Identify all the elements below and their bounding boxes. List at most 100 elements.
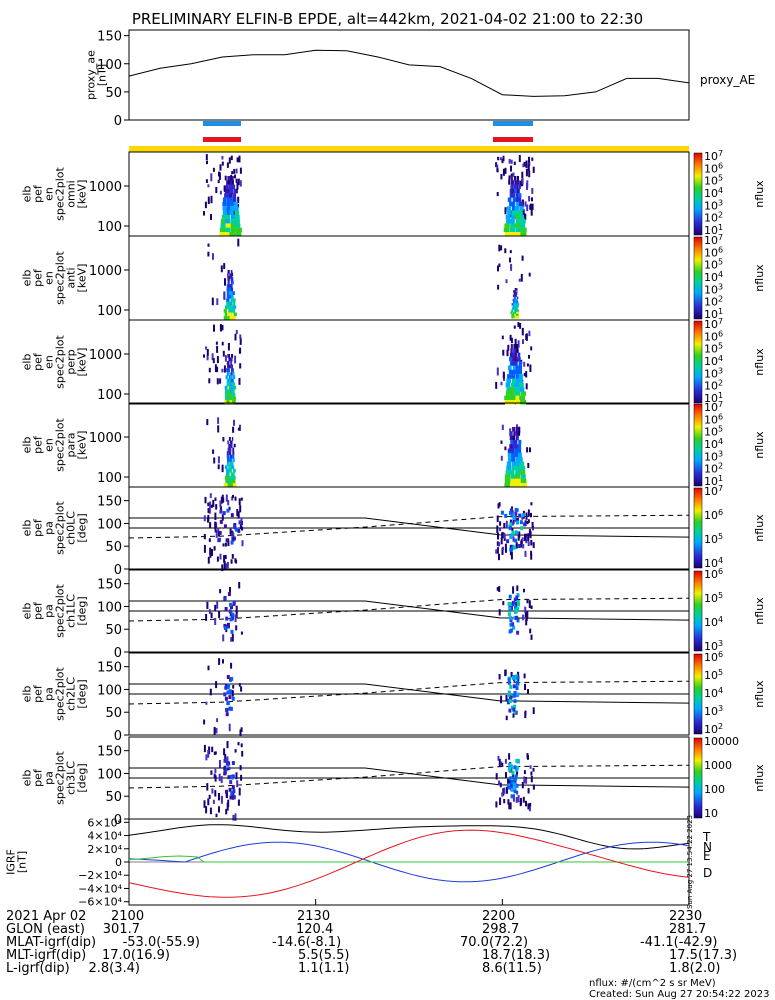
energy-plume bbox=[510, 223, 516, 228]
pitch-speckle bbox=[528, 600, 531, 609]
energy-speckle bbox=[528, 170, 531, 178]
pitch-speckle bbox=[203, 544, 206, 553]
energy-plume bbox=[231, 280, 234, 285]
energy-speckle bbox=[219, 190, 222, 195]
pitch-speckle bbox=[502, 788, 505, 796]
pitch-blob bbox=[224, 685, 228, 690]
energy-plume bbox=[222, 201, 227, 207]
pitch-speckle bbox=[210, 770, 213, 775]
pitch-blob bbox=[510, 783, 514, 788]
energy-plume bbox=[518, 369, 522, 375]
pitch-losscone-line bbox=[129, 600, 690, 621]
energy-plume bbox=[231, 357, 233, 362]
pitch-speckle bbox=[232, 685, 235, 689]
energy-plume bbox=[512, 444, 516, 449]
mlat-value: -41.1(-42.9) bbox=[640, 935, 718, 950]
energy-plume bbox=[229, 400, 233, 404]
energy-plume bbox=[517, 356, 521, 362]
pitch-ylabel-line: ch2LC bbox=[65, 677, 78, 711]
pitch-speckle bbox=[214, 775, 217, 782]
energy-plume bbox=[513, 300, 515, 304]
energy-speckle bbox=[221, 464, 224, 473]
pitch-blob bbox=[508, 526, 512, 531]
energy-ylabel-line: [keV] bbox=[76, 180, 89, 209]
energy-plume bbox=[229, 273, 231, 278]
energy-speckle bbox=[510, 173, 513, 177]
energy-plume bbox=[229, 440, 232, 445]
energy-plume bbox=[515, 201, 520, 207]
pitch-speckle bbox=[523, 776, 526, 784]
energy-plume bbox=[226, 291, 230, 295]
pitch-blob bbox=[226, 690, 230, 695]
energy-plume bbox=[230, 201, 235, 207]
pitch-speckle bbox=[516, 770, 519, 774]
energy-speckle bbox=[524, 201, 527, 207]
pitch-speckle bbox=[235, 772, 238, 780]
pitch-speckle bbox=[505, 772, 507, 778]
energy-plume bbox=[228, 357, 230, 362]
energy-speckle bbox=[529, 447, 531, 453]
pitch-speckle bbox=[235, 625, 238, 631]
energy-speckle bbox=[510, 337, 513, 344]
energy-plume bbox=[520, 219, 526, 224]
pitch-speckle bbox=[238, 582, 241, 589]
pitch-speckle bbox=[241, 750, 244, 757]
pitch-blob bbox=[510, 606, 513, 611]
pitch-speckle bbox=[498, 609, 501, 616]
pitch-ylabel-line: elb bbox=[21, 770, 34, 787]
energy-plume bbox=[513, 303, 516, 306]
pitch-blob bbox=[509, 695, 513, 700]
pitch-speckle bbox=[512, 713, 515, 718]
pitch-speckle bbox=[522, 543, 525, 549]
energy-speckle bbox=[513, 161, 516, 165]
energy-colorbar-label: 103 bbox=[704, 282, 723, 296]
pitch-speckle bbox=[238, 787, 241, 796]
pitch-speckle bbox=[522, 614, 525, 621]
pitch-speckle bbox=[230, 637, 233, 642]
energy-plume bbox=[223, 483, 228, 487]
pitch-blob bbox=[230, 791, 234, 795]
energy-plume bbox=[224, 400, 228, 404]
energy-plume bbox=[226, 180, 229, 185]
pitch-speckle bbox=[229, 587, 231, 594]
pitch-blob bbox=[219, 519, 223, 524]
energy-plume bbox=[509, 201, 513, 207]
energy-ylabel-line: en bbox=[43, 355, 56, 369]
energy-speckle bbox=[235, 188, 238, 194]
pitch-speckle bbox=[505, 695, 508, 702]
energy-plume bbox=[224, 232, 231, 237]
energy-speckle bbox=[520, 273, 523, 282]
pitch-speckle bbox=[521, 537, 524, 542]
pitch-blob bbox=[512, 625, 516, 630]
pitch-speckle bbox=[498, 542, 501, 547]
pitch-speckle bbox=[205, 701, 208, 705]
pitch-speckle bbox=[231, 633, 234, 642]
energy-speckle bbox=[512, 172, 515, 177]
energy-plume bbox=[511, 448, 515, 453]
energy-plume bbox=[228, 368, 230, 372]
energy-plume bbox=[509, 352, 513, 358]
energy-plume bbox=[513, 344, 516, 349]
energy-plume bbox=[227, 378, 231, 383]
science-zone-blue-bar bbox=[203, 121, 241, 126]
energy-plume bbox=[509, 227, 516, 233]
energy-plume bbox=[225, 219, 231, 224]
energy-speckle bbox=[233, 169, 236, 174]
pitch-speckle bbox=[209, 807, 212, 815]
pitch-blob bbox=[231, 532, 235, 537]
pitch-blob bbox=[222, 511, 226, 516]
energy-colorbar-label: 106 bbox=[704, 329, 723, 343]
pitch-speckle bbox=[203, 515, 206, 522]
energy-speckle bbox=[238, 378, 241, 385]
energy-plume bbox=[224, 385, 228, 390]
energy-speckle bbox=[214, 364, 217, 373]
energy-plume bbox=[515, 431, 519, 436]
energy-plume bbox=[224, 312, 228, 317]
pitch-speckle bbox=[211, 549, 213, 557]
pitch-speckle bbox=[224, 554, 227, 560]
energy-plume bbox=[516, 313, 519, 317]
pitch-speckle bbox=[496, 587, 499, 591]
energy-plume bbox=[229, 382, 233, 387]
igrf-T-line bbox=[128, 824, 690, 850]
energy-plume bbox=[231, 364, 233, 369]
